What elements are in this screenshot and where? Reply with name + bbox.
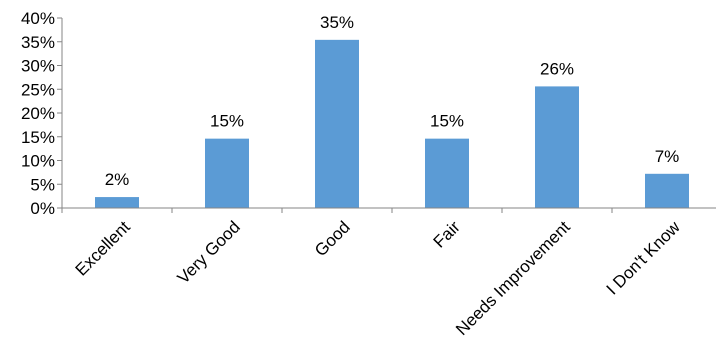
data-label: 26%	[540, 59, 574, 78]
data-label: 35%	[320, 13, 354, 32]
y-tick-label: 40%	[21, 9, 55, 28]
bar	[425, 138, 469, 208]
y-tick-label: 30%	[21, 57, 55, 76]
bar	[95, 197, 139, 208]
y-tick-label: 20%	[21, 104, 55, 123]
y-tick-label: 5%	[30, 175, 55, 194]
bar	[315, 39, 359, 208]
y-tick-label: 0%	[30, 199, 55, 218]
category-label: I Don't Know	[603, 217, 685, 299]
bar	[205, 138, 249, 208]
data-label: 7%	[655, 147, 680, 166]
bar	[645, 173, 689, 208]
y-tick-label: 35%	[21, 33, 55, 52]
data-label: 2%	[105, 170, 130, 189]
y-tick-label: 25%	[21, 80, 55, 99]
category-label: Fair	[430, 217, 464, 251]
category-label: Good	[311, 217, 354, 260]
bars: 2% 15% 35% 15% 26% 7%	[95, 13, 689, 208]
data-label: 15%	[430, 112, 464, 131]
y-axis: 0% 5% 10% 15% 20% 25% 30% 35% 40%	[21, 9, 63, 218]
bar	[535, 86, 579, 208]
category-label: Very Good	[174, 217, 244, 287]
data-label: 15%	[210, 112, 244, 131]
category-label: Excellent	[72, 217, 134, 279]
y-tick-label: 15%	[21, 128, 55, 147]
y-tick-label: 10%	[21, 152, 55, 171]
category-label: Needs Improvement	[452, 217, 574, 339]
